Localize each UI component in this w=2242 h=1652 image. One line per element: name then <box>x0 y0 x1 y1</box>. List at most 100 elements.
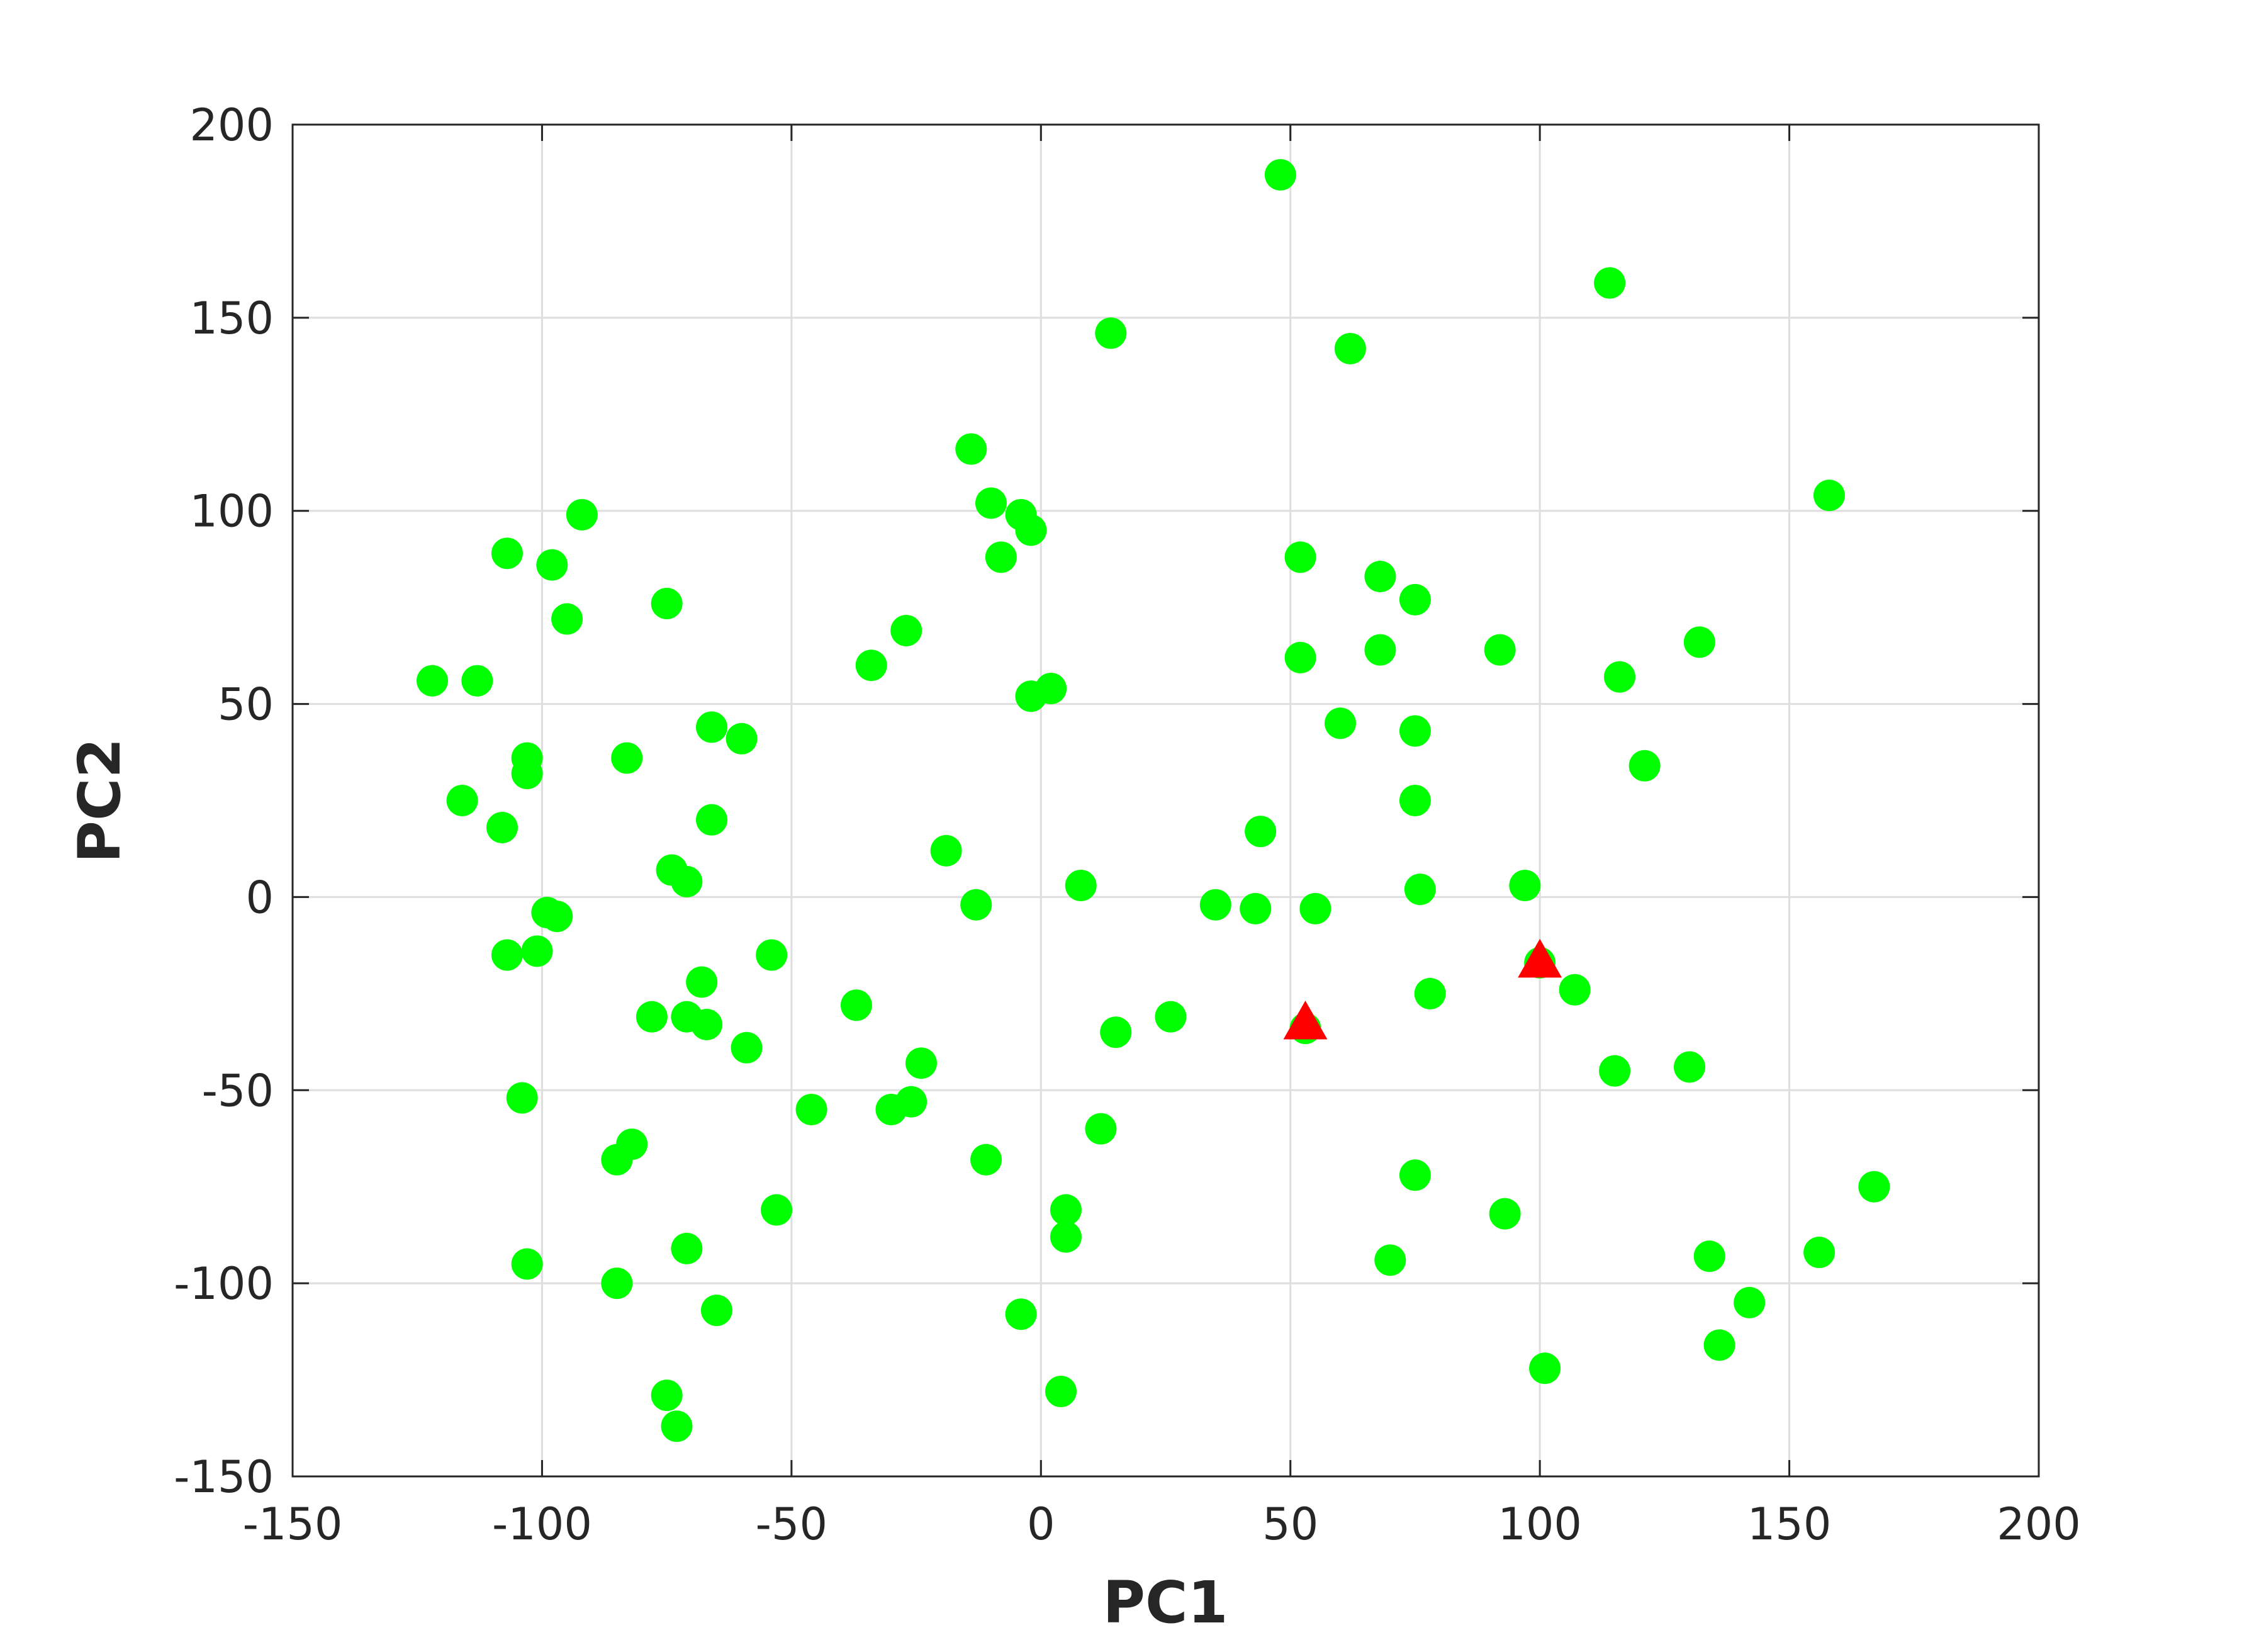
data-point-circle <box>566 498 598 531</box>
data-point-circle <box>691 1008 723 1040</box>
data-point-circle <box>1015 514 1047 546</box>
data-point-circle <box>1199 889 1231 921</box>
data-point-circle <box>1628 750 1661 782</box>
data-point-circle <box>1240 892 1272 924</box>
data-point-circle <box>1529 1352 1561 1385</box>
data-point-circle <box>636 1001 668 1033</box>
y-tick-label: 0 <box>245 872 274 923</box>
data-point-circle <box>761 1194 793 1226</box>
data-point-circle <box>1299 892 1331 924</box>
data-point-circle <box>1334 332 1366 364</box>
x-tick-label: -100 <box>492 1498 592 1550</box>
data-point-circle <box>975 487 1007 519</box>
data-point-circle <box>1399 715 1431 747</box>
data-point-circle <box>1734 1286 1766 1318</box>
y-axis-label: PC2 <box>66 738 133 863</box>
data-point-circle <box>1594 267 1626 299</box>
data-point-circle <box>1155 1001 1187 1033</box>
data-point-circle <box>1364 634 1396 666</box>
data-point-circle <box>1399 583 1431 615</box>
data-point-circle <box>700 1295 732 1327</box>
data-point-circle <box>651 588 683 620</box>
x-tick-label: 100 <box>1498 1498 1582 1550</box>
data-point-circle <box>1559 974 1591 1006</box>
data-point-circle <box>671 865 703 897</box>
data-point-circle <box>1374 1244 1406 1276</box>
data-point-circle <box>491 537 523 570</box>
data-point-circle <box>1604 661 1635 693</box>
data-point-circle <box>1050 1221 1082 1253</box>
data-point-circle <box>1803 1237 1836 1269</box>
data-point-circle <box>651 1379 683 1412</box>
plot-area-frame <box>291 123 2040 1478</box>
data-point-circle <box>1703 1329 1735 1361</box>
y-tick-label: 50 <box>218 679 274 731</box>
y-tick-label: 100 <box>189 486 274 537</box>
data-point-circle <box>601 1267 633 1300</box>
data-point-circle <box>551 603 583 635</box>
data-point-circle <box>1399 785 1431 816</box>
data-point-circle <box>1284 641 1316 673</box>
data-point-circle <box>1095 317 1127 349</box>
data-point-circle <box>1264 159 1296 191</box>
data-point-circle <box>1085 1113 1117 1145</box>
data-point-circle <box>930 834 962 867</box>
x-tick-label: 50 <box>1262 1498 1318 1550</box>
data-point-circle <box>1509 870 1541 902</box>
data-point-circle <box>1674 1051 1705 1083</box>
data-point-circle <box>446 785 478 816</box>
data-point-circle <box>1035 673 1067 705</box>
data-point-circle <box>601 1143 633 1176</box>
data-point-circle <box>1325 707 1356 739</box>
y-tick-label: -150 <box>174 1451 274 1503</box>
data-point-circle <box>511 1248 543 1280</box>
data-point-triangle <box>1283 1000 1328 1040</box>
data-point-circle <box>1858 1171 1890 1203</box>
y-tick-label: -100 <box>174 1258 274 1310</box>
data-point-triangle <box>1518 938 1562 978</box>
data-point-circle <box>661 1410 693 1442</box>
data-point-circle <box>1065 870 1097 902</box>
data-point-circle <box>521 935 553 967</box>
data-point-circle <box>1050 1194 1082 1226</box>
data-point-circle <box>506 1082 538 1114</box>
x-tick-label: 150 <box>1747 1498 1832 1550</box>
data-point-circle <box>491 939 523 971</box>
data-point-circle <box>1484 634 1516 666</box>
data-point-circle <box>541 901 573 933</box>
y-tick-label: 200 <box>189 99 274 151</box>
data-point-circle <box>1005 1298 1037 1330</box>
x-tick-label: -150 <box>243 1498 343 1550</box>
data-point-circle <box>1693 1240 1725 1273</box>
data-points <box>417 159 1890 1442</box>
data-point-circle <box>696 711 727 743</box>
data-point-circle <box>1284 541 1316 573</box>
x-axis-label: PC1 <box>1103 1569 1228 1636</box>
data-point-circle <box>795 1093 827 1125</box>
data-point-circle <box>536 549 568 581</box>
y-tick-label: -50 <box>202 1065 274 1116</box>
data-point-circle <box>890 614 922 646</box>
data-point-circle <box>726 722 758 755</box>
data-point-circle <box>875 1093 907 1125</box>
data-point-circle <box>1404 874 1436 906</box>
data-point-circle <box>960 889 992 921</box>
data-point-circle <box>855 649 887 682</box>
data-point-circle <box>985 541 1017 573</box>
data-point-circle <box>1399 1159 1431 1191</box>
data-point-circle <box>970 1143 1002 1176</box>
y-tick-label: 150 <box>189 293 274 344</box>
data-point-circle <box>756 939 788 971</box>
x-tick-label: 0 <box>1027 1498 1055 1550</box>
data-point-circle <box>840 989 872 1021</box>
data-point-circle <box>1489 1198 1521 1230</box>
data-point-circle <box>1599 1055 1631 1087</box>
data-point-circle <box>696 804 727 836</box>
data-point-circle <box>611 742 643 774</box>
data-point-circle <box>1414 977 1446 1009</box>
data-point-circle <box>486 811 518 843</box>
data-point-circle <box>417 665 448 697</box>
data-point-circle <box>905 1047 937 1079</box>
